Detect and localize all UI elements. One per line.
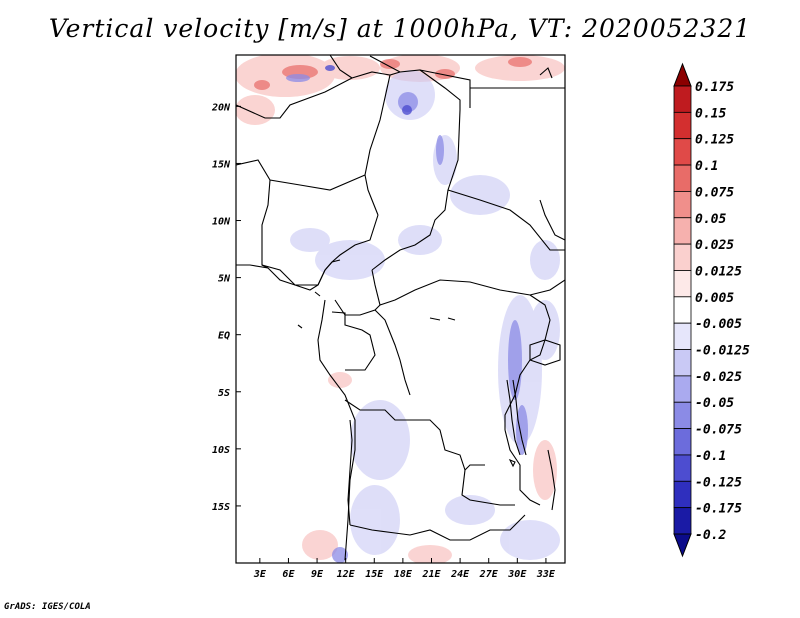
grads-credit: GrADS: IGES/COLA xyxy=(4,602,91,612)
colorbar-top-arrow xyxy=(673,62,692,87)
lon-tick-label: 12E xyxy=(337,569,356,580)
lat-tick-label: 5S xyxy=(218,388,230,399)
colorbar-label: -0.05 xyxy=(695,396,734,411)
lat-tick-label: 10N xyxy=(212,217,231,228)
lon-tick-label: 30E xyxy=(507,569,527,580)
colorbar-segment xyxy=(673,322,692,350)
colorbar-segment xyxy=(673,480,692,509)
colorbar-segment xyxy=(673,375,692,403)
colorbar-segment xyxy=(673,454,692,482)
lon-tick-label: 18E xyxy=(394,569,413,580)
colorbar-segment xyxy=(673,111,692,140)
colorbar-label: -0.0125 xyxy=(695,344,750,359)
lon-tick-label: 21E xyxy=(421,569,441,580)
colorbar-segment xyxy=(673,296,692,324)
colorbar-label: 0.025 xyxy=(695,238,734,253)
colorbar: 0.175 0.15 0.125 0.1 0.075 0.05 0.025 0.0125 0.0… xyxy=(673,62,750,558)
lon-tick-label: 9E xyxy=(311,569,324,580)
colorbar-label: -0.175 xyxy=(695,502,742,517)
lat-tick-label: 10S xyxy=(212,445,230,456)
colorbar-label: 0.15 xyxy=(695,106,726,121)
very-strong-downward-patches xyxy=(325,65,412,115)
lon-tick-label: 33E xyxy=(536,569,556,580)
colorbar-label: 0.0125 xyxy=(695,264,742,279)
map-frame xyxy=(235,54,566,564)
colorbar-label: 0.075 xyxy=(695,185,734,200)
strong-upward-patches xyxy=(254,57,532,90)
colorbar-bottom-arrow xyxy=(673,533,692,558)
lon-tick-label: 3E xyxy=(253,569,267,580)
colorbar-segment xyxy=(673,164,692,192)
colorbar-label: 0.005 xyxy=(695,291,734,306)
colorbar-segment xyxy=(673,270,692,298)
map-panel: 20N 15N 10N 5N EQ 5S 10S 15S 3E 6E 9E 12E 15E 18E 21E… xyxy=(211,54,566,580)
colorbar-segment xyxy=(673,138,692,166)
colorbar-segment xyxy=(673,507,692,535)
lat-tick-label: 15N xyxy=(212,159,231,170)
colorbar-label: -0.1 xyxy=(695,449,726,464)
longitude-axis: 3E 6E 9E 12E 15E 18E 21E 24E 27E 30E 33E xyxy=(253,558,556,580)
colorbar-label: -0.125 xyxy=(695,475,742,490)
colorbar-label: -0.005 xyxy=(695,317,742,332)
colorbar-label: -0.025 xyxy=(695,370,742,385)
colorbar-label: 0.05 xyxy=(695,212,726,227)
colorbar-segment xyxy=(673,217,692,245)
lon-tick-label: 15E xyxy=(365,569,384,580)
lat-tick-label: 5N xyxy=(218,274,231,285)
lon-tick-label: 6E xyxy=(282,569,295,580)
colorbar-label: -0.075 xyxy=(695,423,742,438)
country-borders xyxy=(236,55,565,561)
colorbar-segment xyxy=(673,243,692,271)
map-title: Vertical velocity [m/s] at 1000hPa, VT: … xyxy=(48,14,752,43)
lat-tick-label: EQ xyxy=(218,331,230,342)
colorbar-label: 0.175 xyxy=(695,80,734,95)
colorbar-label: 0.125 xyxy=(695,133,734,148)
latitude-axis: 20N 15N 10N 5N EQ 5S 10S 15S xyxy=(211,102,241,513)
colorbar-label: -0.2 xyxy=(695,528,726,543)
lat-tick-label: 20N xyxy=(211,102,231,113)
colorbar-segment xyxy=(673,85,692,113)
lon-tick-label: 24E xyxy=(450,569,470,580)
colorbar-segment xyxy=(673,349,692,377)
colorbar-label: 0.1 xyxy=(695,159,718,174)
colorbar-segment xyxy=(673,401,692,429)
colorbar-segment xyxy=(673,428,692,456)
lon-tick-label: 27E xyxy=(479,569,499,580)
colorbar-segment xyxy=(673,191,692,219)
lat-tick-label: 15S xyxy=(212,502,230,513)
